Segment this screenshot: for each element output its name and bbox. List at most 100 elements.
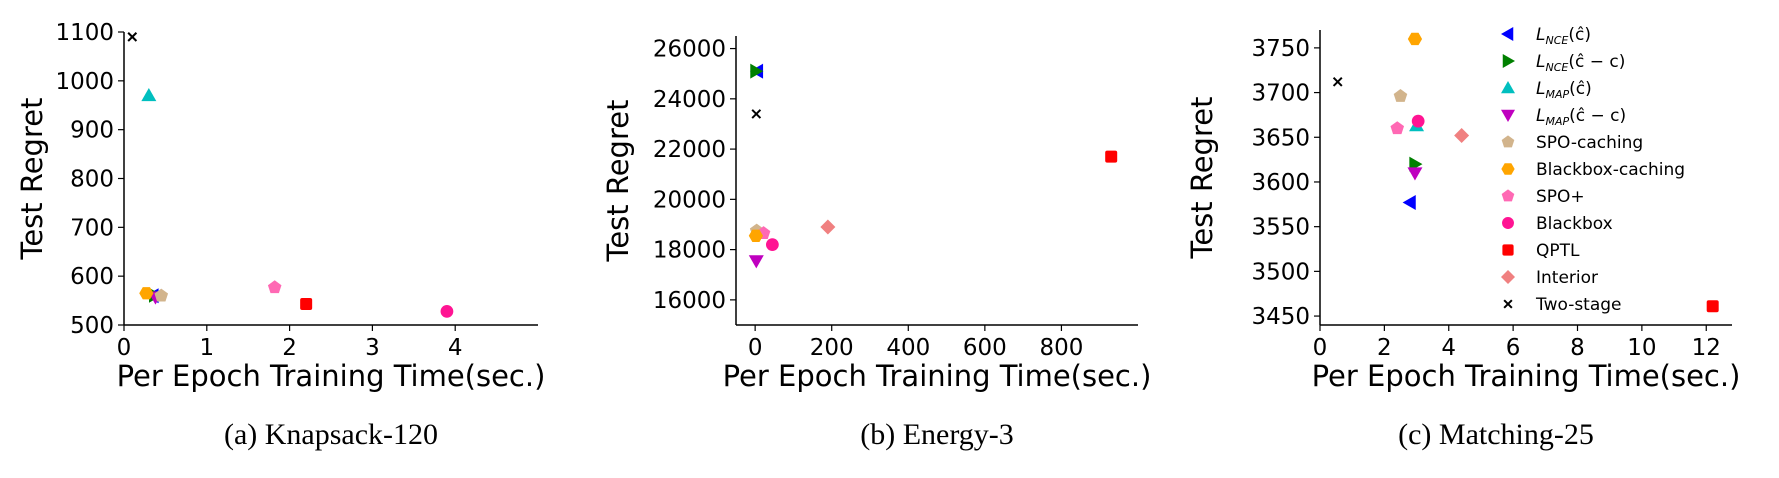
legend-entry-qptl: QPTL: [1502, 241, 1580, 261]
y-tick-label: 800: [70, 167, 114, 193]
legend-marker-l-nce-chat-minus-c: [1502, 54, 1515, 68]
legend-entry-l-nce-chat: LNCE(ĉ): [1501, 25, 1591, 47]
legend-marker-blackbox-caching: [1501, 163, 1515, 175]
y-tick-label: 1100: [55, 20, 114, 46]
y-tick-label: 3700: [1251, 81, 1310, 107]
point-qptl: [300, 298, 313, 311]
x-tick-label: 0: [1313, 335, 1328, 361]
legend-entry-blackbox: Blackbox: [1502, 214, 1613, 234]
point-l-nce-chat-minus-c: [750, 63, 764, 79]
x-tick-label: 200: [810, 335, 854, 361]
y-axis-label: Test Regret: [1185, 97, 1219, 260]
legend-entry-blackbox-caching: Blackbox-caching: [1501, 160, 1685, 180]
x-tick-label: 4: [1441, 335, 1456, 361]
x-axis-label: Per Epoch Training Time(sec.): [117, 359, 546, 393]
panel-energy-3: 0 200 400 600 800 16000 18000 20000 22000 24000 26…: [601, 36, 1151, 451]
y-tick-label: 3600: [1251, 170, 1310, 196]
y-tick-label: 900: [70, 118, 114, 144]
legend-label: QPTL: [1536, 241, 1580, 261]
y-tick-label: 600: [70, 264, 114, 290]
point-two-stage: [127, 32, 138, 42]
x-tick-label: 4: [448, 335, 463, 361]
y-tick-label: 3650: [1251, 125, 1310, 151]
point-two-stage: [751, 109, 762, 119]
legend-entry-two-stage: Two-stage: [1503, 295, 1622, 315]
point-l-map-chat-minus-c: [1407, 167, 1423, 181]
x-tick-label: 0: [117, 335, 132, 361]
legend-label: Blackbox: [1536, 214, 1613, 234]
legend: LNCE(ĉ) LNCE(ĉ − c) LMAP(ĉ) LMAP(ĉ − c) SPO-…: [1501, 25, 1685, 315]
legend-label: Interior: [1536, 268, 1598, 288]
y-tick-label: 500: [70, 313, 114, 339]
x-tick-label: 12: [1692, 335, 1721, 361]
legend-marker-l-map-chat: [1501, 81, 1515, 94]
point-l-nce-chat: [1402, 195, 1416, 211]
point-blackbox-caching: [748, 229, 764, 242]
y-tick-label: 18000: [653, 238, 726, 264]
legend-label: LNCE(ĉ): [1536, 25, 1591, 47]
y-tick-label: 3750: [1251, 36, 1310, 62]
panel-caption: (a) Knapsack-120: [224, 418, 438, 451]
x-tick-label: 6: [1506, 335, 1521, 361]
point-spo-plus: [267, 280, 282, 294]
legend-entry-interior: Interior: [1501, 268, 1598, 288]
legend-label: SPO-caching: [1536, 133, 1643, 153]
legend-marker-two-stage: [1503, 299, 1513, 309]
x-tick-label: 400: [886, 335, 930, 361]
legend-marker-blackbox: [1502, 217, 1514, 229]
legend-label: LMAP(ĉ − c): [1536, 106, 1626, 128]
legend-label: SPO+: [1536, 187, 1585, 207]
legend-marker-spo-plus: [1501, 189, 1515, 202]
legend-label: Two-stage: [1535, 295, 1622, 315]
x-tick-label: 600: [963, 335, 1007, 361]
panel-matching-25: 0 2 4 6 8 10 12 3450 3500 3550 3600 3650 3700 3750 Per…: [1185, 30, 1740, 451]
x-tick-label: 2: [282, 335, 297, 361]
legend-marker-l-nce-chat: [1501, 27, 1514, 41]
y-tick-label: 700: [70, 215, 114, 241]
legend-entry-l-map-chat-minus-c: LMAP(ĉ − c): [1501, 106, 1626, 128]
point-blackbox: [440, 304, 454, 318]
y-tick-label: 3550: [1251, 215, 1310, 241]
panel-caption: (b) Energy-3: [860, 418, 1014, 451]
x-tick-label: 10: [1627, 335, 1656, 361]
point-spo-caching: [154, 288, 169, 302]
y-tick-label: 22000: [653, 137, 726, 163]
legend-label: Blackbox-caching: [1536, 160, 1685, 180]
point-spo-caching: [1393, 89, 1408, 102]
legend-marker-interior: [1501, 270, 1515, 284]
y-tick-label: 26000: [653, 37, 726, 63]
y-axis-label: Test Regret: [15, 98, 49, 261]
y-axis-label: Test Regret: [601, 100, 635, 263]
panel-caption: (c) Matching-25: [1398, 418, 1594, 451]
y-tick-label: 3500: [1251, 259, 1310, 285]
point-blackbox: [765, 238, 779, 251]
point-l-map-chat-minus-c: [748, 255, 764, 269]
legend-entry-spo-caching: SPO-caching: [1501, 133, 1643, 153]
x-axis-label: Per Epoch Training Time(sec.): [723, 359, 1152, 393]
legend-entry-l-map-chat: LMAP(ĉ): [1501, 79, 1592, 101]
point-qptl: [1706, 300, 1719, 313]
legend-marker-l-map-chat-minus-c: [1501, 109, 1515, 122]
legend-marker-qptl: [1502, 244, 1514, 256]
x-tick-label: 1: [199, 335, 214, 361]
point-qptl: [1105, 150, 1118, 163]
x-tick-label: 8: [1570, 335, 1585, 361]
y-tick-label: 20000: [653, 187, 726, 213]
x-tick-label: 2: [1377, 335, 1392, 361]
point-interior: [1454, 127, 1470, 143]
y-tick-label: 16000: [653, 288, 726, 314]
legend-entry-spo-plus: SPO+: [1501, 187, 1585, 207]
y-tick-label: 3450: [1251, 304, 1310, 330]
point-spo-plus: [1390, 121, 1405, 135]
x-axis-label: Per Epoch Training Time(sec.): [1312, 359, 1741, 393]
x-tick-label: 800: [1039, 335, 1083, 361]
point-blackbox-caching: [1407, 32, 1423, 46]
point-interior: [820, 219, 836, 235]
legend-entry-l-nce-chat-minus-c: LNCE(ĉ − c): [1502, 52, 1625, 74]
y-tick-label: 1000: [55, 69, 114, 95]
legend-marker-spo-caching: [1501, 135, 1515, 148]
x-tick-label: 0: [748, 335, 763, 361]
point-blackbox-caching: [139, 287, 154, 300]
point-two-stage: [1332, 77, 1343, 87]
